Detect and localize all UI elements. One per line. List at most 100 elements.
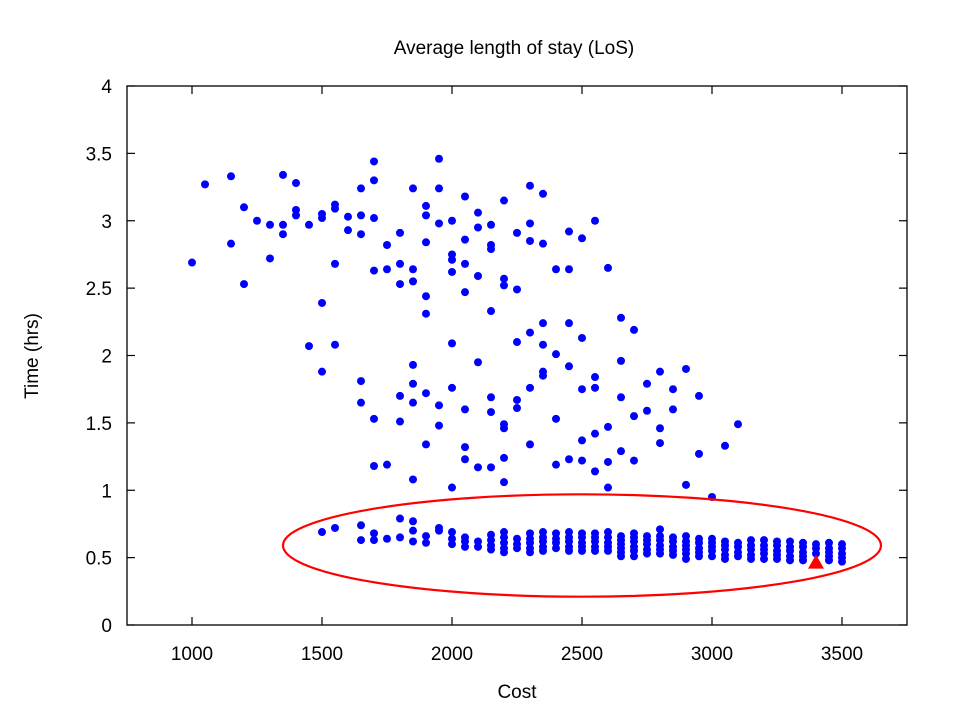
data-point [292,211,300,220]
data-point [396,514,404,523]
data-point [409,277,417,286]
data-point [656,367,664,376]
y-tick-label: 1.5 [86,414,112,435]
data-point [461,405,469,414]
data-point [591,373,599,382]
data-point [357,211,365,220]
data-point [409,184,417,193]
data-point [448,216,456,225]
data-point [409,517,417,526]
data-point [552,544,560,553]
x-axis: 1000 1500 2000 2500 3000 3500 [171,86,863,665]
data-point [409,360,417,369]
data-point [604,422,612,431]
data-point [435,184,443,193]
data-point [526,181,534,190]
data-point [474,542,482,551]
data-point [721,554,729,563]
data-point [422,211,430,220]
data-point [734,420,742,429]
data-point [682,480,690,489]
data-point [604,457,612,466]
data-point [500,196,508,205]
data-point [448,528,456,537]
data-point [500,548,508,557]
data-point [513,285,521,294]
data-point [435,526,443,535]
data-point [201,180,209,189]
data-point [656,549,664,558]
data-point [370,536,378,545]
data-point [630,456,638,465]
data-point [539,371,547,380]
data-point [461,192,469,201]
data-point [188,258,196,267]
data-point [643,379,651,388]
data-point [500,281,508,290]
x-tick-label: 2000 [431,644,473,665]
data-point [370,214,378,223]
data-point [487,463,495,472]
data-point [266,220,274,229]
data-point [357,536,365,545]
x-tick-label: 3000 [691,644,733,665]
data-point [422,309,430,318]
data-point [487,220,495,229]
data-point [591,216,599,225]
data-point [825,556,833,565]
data-point [357,398,365,407]
data-point [409,379,417,388]
data-point [604,546,612,555]
data-point [279,170,287,179]
data-point [461,235,469,244]
data-point [695,449,703,458]
data-point [448,339,456,348]
data-point [487,393,495,402]
data-point [682,554,690,563]
y-tick-label: 3 [101,212,112,233]
data-point [266,254,274,263]
data-point [526,548,534,557]
data-point [630,412,638,421]
data-point [838,557,846,566]
data-point [617,393,625,402]
data-point [383,265,391,274]
data-point [331,523,339,532]
y-axis: 0 0.5 1 1.5 2 2.5 3 3.5 4 [86,77,907,637]
data-point [318,367,326,376]
data-point [539,189,547,198]
data-point [721,441,729,450]
data-point [318,298,326,307]
data-point [448,255,456,264]
data-point [526,440,534,449]
data-point [591,429,599,438]
data-point [448,540,456,549]
data-point [513,395,521,404]
data-point [409,398,417,407]
data-point [578,234,586,243]
data-point [461,443,469,452]
data-point [500,424,508,433]
data-point [422,292,430,301]
data-point [487,408,495,417]
data-point [422,389,430,398]
data-point [578,456,586,465]
data-point [513,544,521,553]
data-point [578,385,586,394]
data-point [370,529,378,538]
data-point [500,478,508,487]
chart-title: Average length of stay (LoS) [394,38,634,59]
data-point [227,239,235,248]
data-point [539,319,547,328]
data-point [565,265,573,274]
data-point [552,265,560,274]
data-point [539,546,547,555]
data-point [279,230,287,239]
data-point [279,220,287,229]
data-point [409,537,417,546]
data-point [357,230,365,239]
data-point [669,550,677,559]
data-point [526,219,534,228]
data-point [435,401,443,410]
x-tick-label: 1500 [301,644,343,665]
